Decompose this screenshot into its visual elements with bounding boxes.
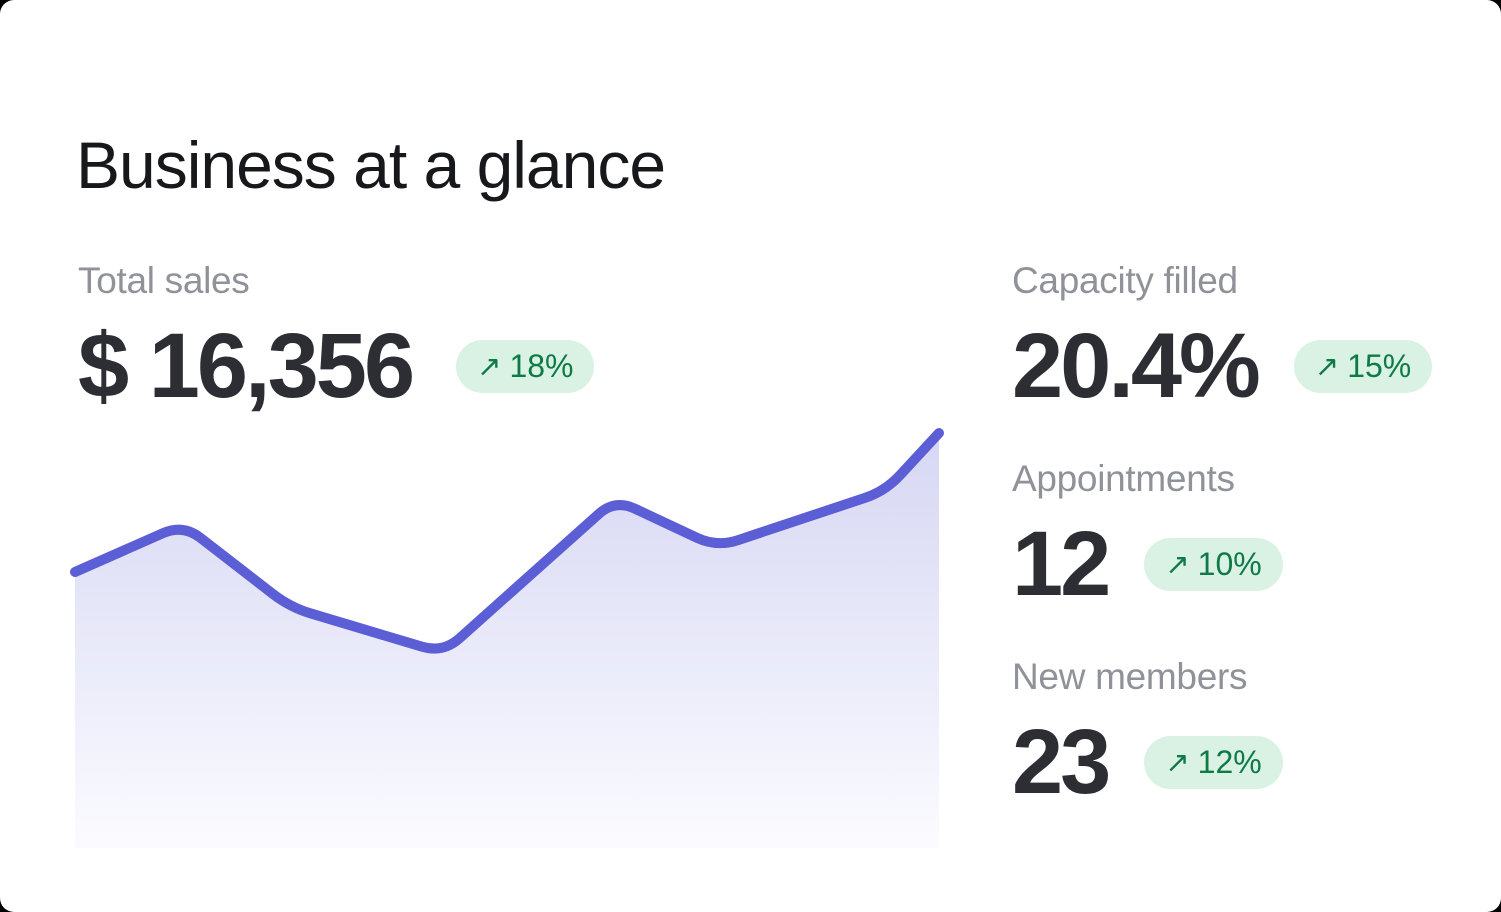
trend-value: 18% — [509, 347, 574, 384]
trend-value: 15% — [1347, 347, 1412, 384]
trend-badge: ↗ 10% — [1144, 537, 1283, 591]
stat-label: Capacity filled — [1012, 260, 1238, 301]
stat-appointments: Appointments 12 ↗ 10% — [1012, 456, 1501, 612]
stat-total-sales: Total sales $ 16,356 ↗ 18% — [78, 258, 595, 417]
stat-value: 20.4% — [1012, 315, 1261, 417]
page-title: Business at a glance — [76, 128, 666, 203]
stat-value: $ 16,356 — [78, 315, 415, 417]
trend-badge: ↗ 18% — [456, 339, 595, 393]
chart-area-fill — [75, 433, 939, 848]
stat-label: Appointments — [1012, 458, 1235, 499]
trend-value: 10% — [1197, 545, 1262, 582]
trend-up-icon: ↗ — [1165, 546, 1190, 581]
trend-value: 12% — [1197, 743, 1262, 780]
stat-label: Total sales — [78, 260, 250, 301]
stat-value-row: $ 16,356 ↗ 18% — [78, 315, 595, 417]
trend-badge: ↗ 12% — [1144, 735, 1283, 789]
stat-value: 12 — [1012, 513, 1111, 615]
trend-badge: ↗ 15% — [1293, 339, 1433, 393]
trend-up-icon: ↗ — [477, 348, 502, 383]
stat-value: 23 — [1012, 711, 1111, 813]
stat-value-row: 20.4% ↗ 15% — [1012, 318, 1501, 414]
sales-trend-chart — [70, 428, 944, 848]
trend-up-icon: ↗ — [1165, 744, 1190, 779]
chart-line — [70, 428, 944, 654]
stat-capacity-filled: Capacity filled 20.4% ↗ 15% — [1012, 258, 1501, 414]
stat-value-row: 12 ↗ 10% — [1012, 516, 1501, 612]
trend-up-icon: ↗ — [1314, 348, 1340, 383]
stat-value-row: 23 ↗ 12% — [1012, 714, 1501, 810]
stat-new-members: New members 23 ↗ 12% — [1012, 654, 1501, 810]
stat-label: New members — [1012, 656, 1248, 697]
